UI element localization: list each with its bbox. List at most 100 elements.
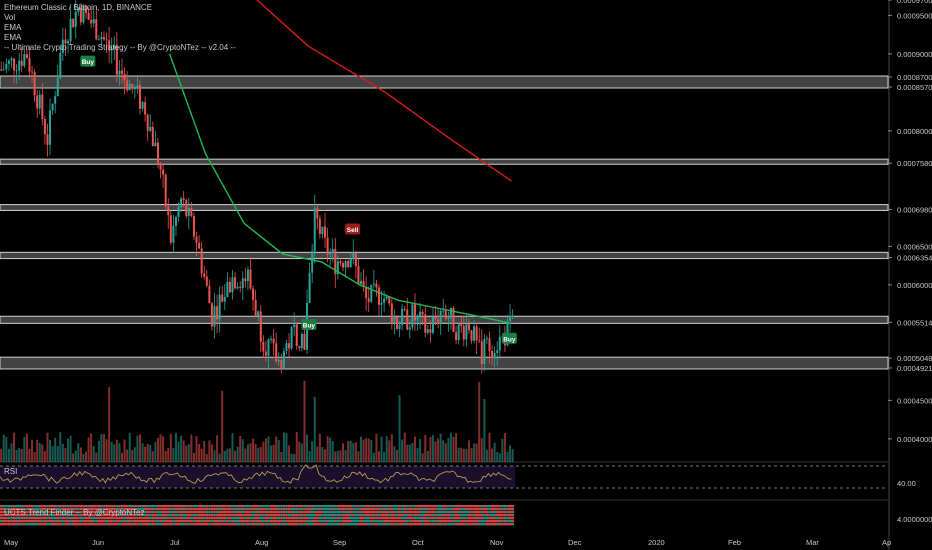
- trend-cell: [465, 514, 468, 517]
- trend-cell: [218, 511, 222, 514]
- trend-cell: [174, 517, 178, 520]
- trend-cell: [15, 523, 19, 526]
- trend-cell: [444, 520, 448, 523]
- trend-cell: [259, 505, 263, 508]
- trend-cell: [457, 508, 461, 511]
- trend-cell: [208, 505, 211, 508]
- trend-cell: [259, 508, 263, 511]
- trend-cell: [159, 523, 162, 526]
- trend-cell: [174, 511, 178, 514]
- trend-cell: [398, 505, 401, 508]
- trend-cell: [303, 511, 306, 514]
- trend-cell: [208, 511, 211, 514]
- trend-cell: [272, 517, 276, 520]
- trend-cell: [488, 514, 491, 517]
- trend-cell: [511, 520, 515, 523]
- trend-cell: [200, 511, 204, 514]
- trend-cell: [79, 523, 83, 526]
- volume-bar: [97, 440, 100, 462]
- trend-cell: [380, 520, 383, 523]
- trend-cell: [241, 520, 245, 523]
- trend-cell: [257, 511, 260, 514]
- trend-cell: [89, 508, 93, 511]
- volume-bar: [246, 444, 249, 462]
- trend-cell: [105, 520, 108, 523]
- trend-cell: [359, 517, 363, 520]
- candle-body: [13, 58, 16, 71]
- trend-cell: [426, 517, 430, 520]
- trend-cell: [7, 505, 11, 508]
- trend-cell: [290, 523, 294, 526]
- trend-cell: [388, 520, 391, 523]
- trend-cell: [41, 523, 44, 526]
- time-tick-label: Feb: [728, 538, 741, 547]
- trend-cell: [159, 511, 162, 514]
- trend-cell: [143, 505, 147, 508]
- trend-cell: [113, 508, 116, 511]
- volume-bar: [506, 451, 509, 462]
- trend-cell: [161, 505, 165, 508]
- candle-body: [334, 248, 337, 275]
- trend-cell: [341, 523, 345, 526]
- trend-cell: [236, 511, 240, 514]
- trend-cell: [143, 517, 147, 520]
- candle-body: [372, 283, 375, 285]
- trend-cell: [364, 514, 368, 517]
- trend-cell: [118, 505, 121, 508]
- volume-bar: [447, 437, 450, 462]
- trend-cell: [205, 505, 209, 508]
- candle-body: [321, 226, 324, 235]
- trend-cell: [400, 520, 404, 523]
- trend-cell: [5, 511, 8, 514]
- trend-cell: [66, 508, 70, 511]
- trend-cell: [321, 511, 324, 514]
- trend-cell: [95, 517, 98, 520]
- volume-bar: [77, 443, 80, 462]
- trend-cell: [292, 505, 296, 508]
- trend-cell: [478, 505, 481, 508]
- trend-cell: [269, 523, 273, 526]
- trend-cell: [318, 523, 322, 526]
- trend-cell: [508, 520, 512, 523]
- trend-cell: [292, 523, 296, 526]
- trend-cell: [467, 508, 471, 511]
- trend-cell: [110, 514, 114, 517]
- trend-cell: [7, 514, 11, 517]
- trend-cell: [344, 523, 347, 526]
- volume-bar: [272, 444, 275, 462]
- trend-cell: [120, 505, 124, 508]
- trend-cell: [426, 520, 430, 523]
- volume-bar: [501, 438, 504, 462]
- volume-bar: [437, 438, 440, 462]
- trend-cell: [120, 514, 124, 517]
- trend-cell: [406, 505, 409, 508]
- trend-cell: [110, 517, 114, 520]
- trend-cell: [269, 511, 273, 514]
- trend-cell: [197, 523, 201, 526]
- time-tick-label: Sep: [333, 538, 346, 547]
- trend-cell: [197, 520, 201, 523]
- trend-cell: [323, 523, 327, 526]
- trend-cell: [352, 505, 355, 508]
- trend-cell: [503, 508, 507, 511]
- trend-cell: [357, 520, 360, 523]
- trend-cell: [92, 517, 96, 520]
- candle-body: [395, 316, 398, 329]
- trend-cell: [490, 505, 494, 508]
- trend-cell: [195, 520, 198, 523]
- volume-bar: [187, 444, 190, 462]
- trend-cell: [149, 505, 152, 508]
- trend-cell: [172, 511, 175, 514]
- trend-cell: [452, 514, 455, 517]
- trend-cell: [239, 511, 242, 514]
- trend-cell: [395, 505, 399, 508]
- volume-bar: [200, 448, 203, 462]
- volume-bar: [367, 438, 370, 462]
- trend-cell: [59, 511, 62, 514]
- volume-bar: [241, 439, 244, 462]
- trend-cell: [56, 520, 60, 523]
- trend-cell: [213, 505, 216, 508]
- trend-cell: [395, 514, 399, 517]
